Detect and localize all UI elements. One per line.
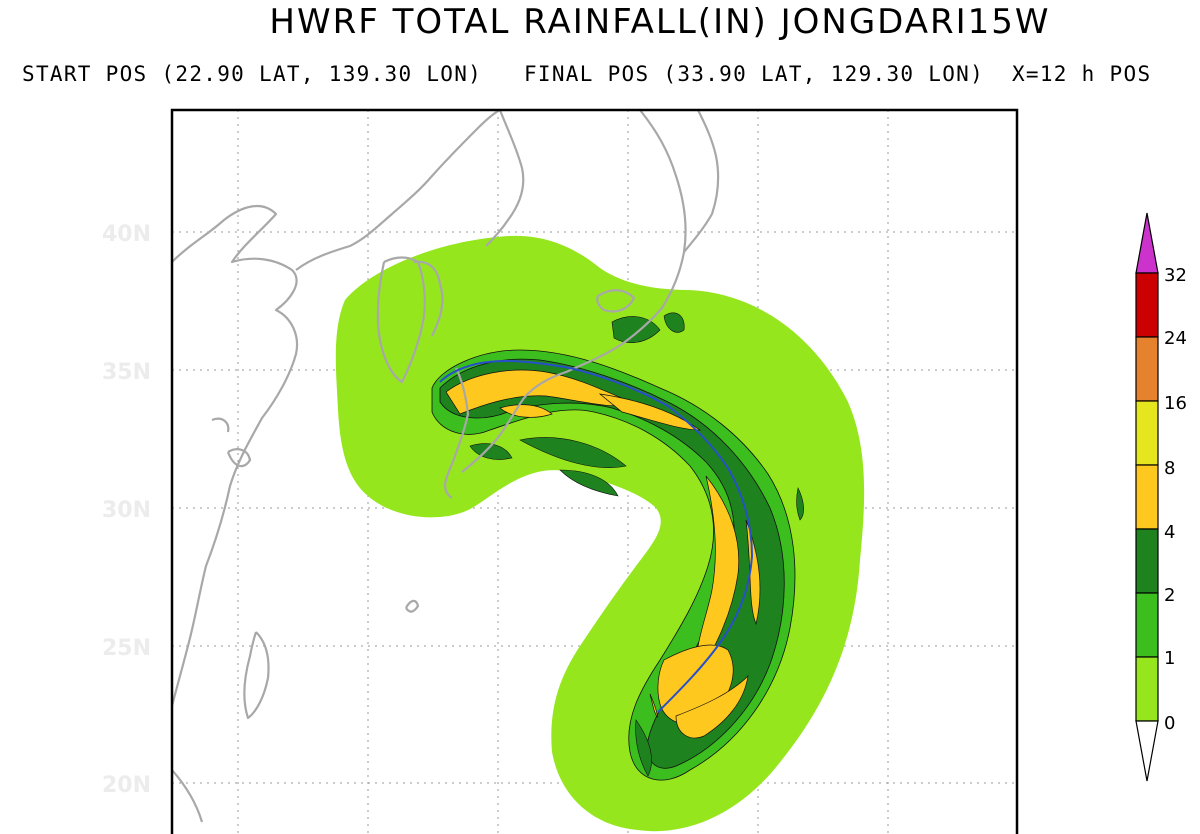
colorbar-swatch-c16-24	[1135, 336, 1159, 402]
storm-track	[439, 360, 754, 713]
colorbar-over-arrow	[1135, 212, 1159, 274]
lat-label-35n: 35N	[102, 360, 151, 385]
colorbar-swatch-c2-4	[1135, 528, 1159, 594]
colorbar-swatch-c4-8	[1135, 464, 1159, 530]
colorbar-label-1: 1	[1164, 648, 1176, 669]
page-title: HWRF TOTAL RAINFALL(IN) JONGDARI15W	[269, 2, 1051, 42]
coastlines	[172, 110, 720, 823]
colorbar-label-32: 32	[1164, 265, 1187, 286]
colorbar	[1135, 212, 1159, 782]
rain-blobs	[469, 312, 804, 777]
lat-label-40n: 40N	[102, 222, 151, 247]
colorbar-under-arrow	[1135, 720, 1159, 782]
position-subtitle: START POS (22.90 LAT, 139.30 LON) FINAL …	[22, 62, 1152, 86]
colorbar-swatch-c1-2	[1135, 592, 1159, 658]
colorbar-label-24: 24	[1164, 328, 1187, 349]
lat-label-25n: 25N	[102, 636, 151, 661]
map-grid	[172, 110, 1017, 834]
lat-label-30n: 30N	[102, 498, 151, 523]
latitude-labels: 40N 35N 30N 25N 20N	[102, 222, 151, 798]
lat-label-20n: 20N	[102, 773, 151, 798]
map-area	[172, 110, 1017, 834]
map-frame	[170, 108, 1019, 834]
colorbar-label-8: 8	[1164, 458, 1176, 479]
colorbar-swatch-c8-16	[1135, 400, 1159, 466]
colorbar-label-4: 4	[1164, 522, 1176, 543]
colorbar-swatch-c24-32	[1135, 272, 1159, 338]
colorbar-label-0: 0	[1164, 713, 1176, 734]
rain-streaks-heavy	[445, 369, 761, 739]
colorbar-label-16: 16	[1164, 393, 1187, 414]
colorbar-swatch-c0-1	[1135, 656, 1159, 722]
colorbar-label-2: 2	[1164, 585, 1176, 606]
